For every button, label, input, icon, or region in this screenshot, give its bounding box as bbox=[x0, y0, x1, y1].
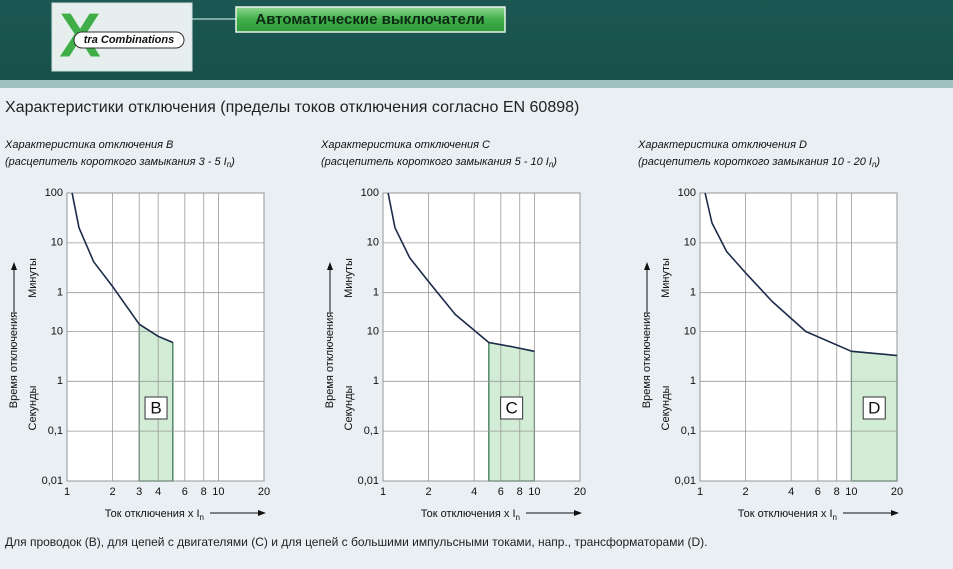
x-label-part: n bbox=[200, 513, 204, 522]
x-tick-label: 1 bbox=[64, 486, 70, 498]
y-tick-label: 10 bbox=[51, 237, 63, 249]
nav-button-label[interactable]: Автоматические выключатели bbox=[255, 11, 484, 28]
subtitle-part: ) bbox=[551, 156, 557, 168]
y-tick-label: 10 bbox=[51, 325, 63, 337]
y-axis-label: Время отключения bbox=[324, 312, 336, 408]
y-tick-label: 1 bbox=[57, 287, 63, 299]
range-label: B bbox=[150, 398, 161, 417]
x-tick-label: 4 bbox=[471, 486, 477, 498]
x-tick-label: 8 bbox=[517, 486, 523, 498]
x-tick-label: 6 bbox=[815, 486, 821, 498]
y-seconds-label: Секунды bbox=[343, 385, 355, 430]
subtitle-part: (расцепитель короткого замыкания 5 - 10 … bbox=[321, 156, 549, 168]
subtitle-part: n bbox=[549, 160, 554, 169]
y-tick-label: 10 bbox=[684, 325, 696, 337]
chart-title: Характеристика отключения B bbox=[4, 139, 173, 151]
range-label-box bbox=[500, 396, 524, 420]
y-tick-label: 0,1 bbox=[364, 425, 379, 437]
x-tick-label: 8 bbox=[834, 486, 840, 498]
x-tick-label: 1 bbox=[380, 486, 386, 498]
page-title: Характеристики отключения (пределы токов… bbox=[5, 99, 579, 116]
x-label-part: n bbox=[833, 513, 837, 522]
x-tick-label: 4 bbox=[155, 486, 161, 498]
x-tick-label: 20 bbox=[258, 486, 270, 498]
trip-curve bbox=[71, 192, 174, 344]
y-seconds-label: Секунды bbox=[660, 385, 672, 430]
y-tick-label: 10 bbox=[684, 237, 696, 249]
range-label: C bbox=[505, 398, 517, 417]
x-tick-label: 3 bbox=[136, 486, 142, 498]
chart-subtitle: (расцепитель короткого замыкания 5 - 10 … bbox=[321, 156, 557, 169]
y-tick-label: 10 bbox=[367, 325, 379, 337]
x-tick-label: 10 bbox=[212, 486, 224, 498]
trip-curve bbox=[704, 192, 898, 357]
subtitle-part: n bbox=[872, 160, 877, 169]
x-tick-label: 20 bbox=[891, 486, 903, 498]
y-tick-label: 1 bbox=[57, 375, 63, 387]
logo-pill bbox=[73, 31, 185, 49]
subtitle-part: ) bbox=[229, 156, 235, 168]
range-label-box bbox=[862, 396, 886, 420]
y-tick-label: 1 bbox=[373, 375, 379, 387]
x-tick-label: 1 bbox=[697, 486, 703, 498]
x-axis-label: Ток отключения x In bbox=[421, 508, 520, 522]
x-tick-label: 2 bbox=[110, 486, 116, 498]
subtitle-part: (расцепитель короткого замыкания 3 - 5 I bbox=[5, 156, 227, 168]
footer-text: Для проводок (B), для цепей с двигателям… bbox=[5, 535, 708, 549]
y-tick-label: 100 bbox=[361, 187, 379, 199]
y-axis-label: Время отключения bbox=[641, 312, 653, 408]
trip-curve bbox=[387, 192, 535, 353]
y-tick-label: 1 bbox=[373, 287, 379, 299]
x-tick-label: 20 bbox=[574, 486, 586, 498]
x-tick-label: 2 bbox=[426, 486, 432, 498]
x-tick-label: 10 bbox=[528, 486, 540, 498]
y-tick-label: 1 bbox=[690, 287, 696, 299]
x-tick-label: 6 bbox=[498, 486, 504, 498]
y-seconds-label: Секунды bbox=[27, 385, 39, 430]
range-label-box bbox=[144, 396, 168, 420]
x-label-part: n bbox=[516, 513, 520, 522]
x-tick-label: 2 bbox=[743, 486, 749, 498]
y-tick-label: 100 bbox=[45, 187, 63, 199]
subtitle-part: n bbox=[227, 160, 232, 169]
x-label-part: Ток отключения x I bbox=[105, 508, 200, 520]
chart-subtitle: (расцепитель короткого замыкания 3 - 5 I… bbox=[5, 156, 235, 169]
y-arrow-head bbox=[327, 262, 333, 270]
x-tick-label: 10 bbox=[845, 486, 857, 498]
x-arrow-head bbox=[574, 510, 582, 516]
y-arrow-head bbox=[11, 262, 17, 270]
y-tick-label: 0,01 bbox=[42, 475, 63, 487]
y-axis-label: Время отключения bbox=[8, 312, 20, 408]
y-minutes-label: Минуты bbox=[343, 258, 355, 298]
nav-button[interactable] bbox=[235, 6, 506, 33]
x-arrow-head bbox=[891, 510, 899, 516]
subtitle-part: ) bbox=[874, 156, 880, 168]
y-tick-label: 0,1 bbox=[681, 425, 696, 437]
header-strip bbox=[0, 80, 953, 88]
y-minutes-label: Минуты bbox=[660, 258, 672, 298]
x-axis-label: Ток отключения x In bbox=[105, 508, 204, 522]
x-axis-label: Ток отключения x In bbox=[738, 508, 837, 522]
x-arrow-head bbox=[258, 510, 266, 516]
chart-subtitle: (расцепитель короткого замыкания 10 - 20… bbox=[638, 156, 880, 169]
y-minutes-label: Минуты bbox=[27, 258, 39, 298]
y-tick-label: 10 bbox=[367, 237, 379, 249]
y-arrow-head bbox=[644, 262, 650, 270]
x-tick-label: 4 bbox=[788, 486, 794, 498]
x-label-part: Ток отключения x I bbox=[421, 508, 516, 520]
x-tick-label: 6 bbox=[182, 486, 188, 498]
y-tick-label: 0,01 bbox=[675, 475, 696, 487]
subtitle-part: (расцепитель короткого замыкания 10 - 20… bbox=[638, 156, 872, 168]
y-tick-label: 100 bbox=[678, 187, 696, 199]
chart-title: Характеристика отключения C bbox=[320, 139, 490, 151]
range-label: D bbox=[868, 398, 880, 417]
x-label-part: Ток отключения x I bbox=[738, 508, 833, 520]
x-tick-label: 8 bbox=[201, 486, 207, 498]
y-tick-label: 0,01 bbox=[358, 475, 379, 487]
y-tick-label: 0,1 bbox=[48, 425, 63, 437]
chart-title: Характеристика отключения D bbox=[637, 139, 807, 151]
logo-text: tra Combinations bbox=[84, 34, 174, 46]
y-tick-label: 1 bbox=[690, 375, 696, 387]
